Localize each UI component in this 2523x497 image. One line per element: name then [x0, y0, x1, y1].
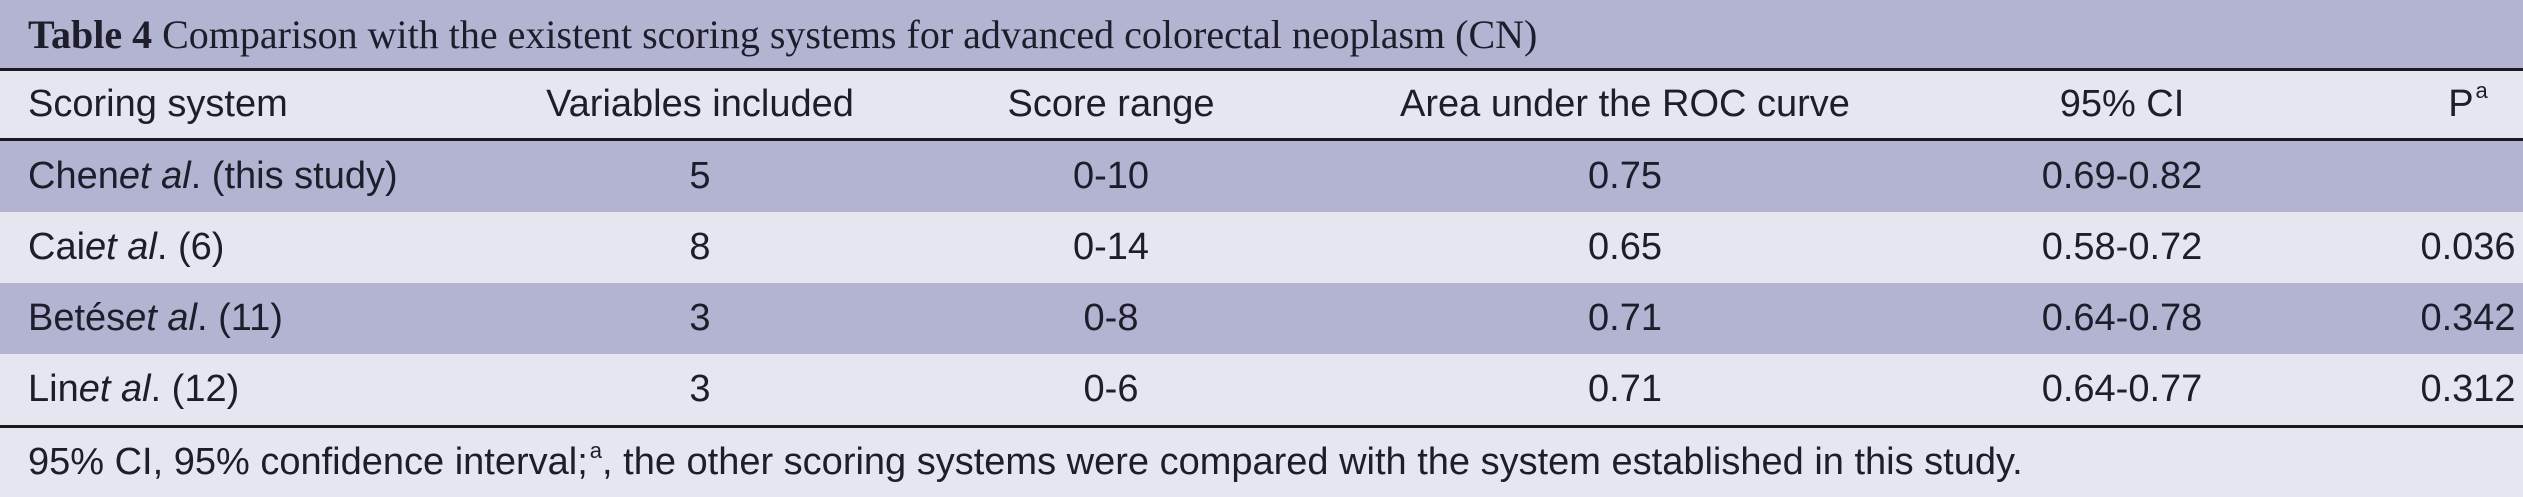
- cell-score-range: 0-8: [1083, 297, 1139, 339]
- footnote-text-end: , the other scoring systems were compare…: [602, 441, 2023, 483]
- cell-p: 0.342: [2420, 297, 2516, 339]
- cell-score-range: 0-6: [1083, 368, 1139, 410]
- header-p-superscript: a: [2475, 77, 2488, 103]
- header-row: Scoring system Variables included Score …: [0, 71, 2523, 138]
- footnote-text-start: 95% CI, 95% confidence interval;: [28, 441, 588, 483]
- table-footnote: 95% CI, 95% confidence interval; a, the …: [0, 428, 2523, 497]
- cell-scoring-system: Betés et al. (11): [28, 297, 283, 339]
- cell-ci: 0.58-0.72: [2041, 226, 2203, 268]
- cell-scoring-system: Lin et al. (12): [28, 368, 240, 410]
- header-scoring-system: Scoring system: [28, 83, 288, 125]
- header-score-range: Score range: [1007, 83, 1215, 125]
- bottom-rule: [0, 425, 2523, 428]
- cell-variables: 5: [689, 155, 711, 197]
- caption-label: Table 4: [28, 11, 153, 57]
- table-row: Betés et al. (11) 3 0-8 0.71 0.64-0.78 0…: [0, 283, 2523, 354]
- cell-ci: 0.69-0.82: [2041, 155, 2203, 197]
- header-p-label: P: [2448, 83, 2474, 125]
- footnote-superscript: a: [589, 437, 603, 463]
- cell-scoring-system: Cai et al. (6): [28, 226, 225, 268]
- header-rule: [0, 138, 2523, 141]
- header-auc: Area under the ROC curve: [1400, 83, 1850, 125]
- cell-p: 0.312: [2420, 368, 2516, 410]
- cell-auc: 0.75: [1588, 155, 1662, 197]
- header-variables-included: Variables included: [546, 83, 854, 125]
- table-row: Chen et al. (this study) 5 0-10 0.75 0.6…: [0, 141, 2523, 212]
- cell-p: 0.036: [2420, 226, 2516, 268]
- cell-score-range: 0-10: [1072, 155, 1150, 197]
- cell-ci: 0.64-0.77: [2041, 368, 2203, 410]
- cell-p: [2268, 141, 2523, 212]
- cell-variables: 3: [689, 368, 711, 410]
- header-ci: 95% CI: [2059, 83, 2185, 125]
- cell-auc: 0.71: [1588, 297, 1662, 339]
- caption-text: Comparison with the existent scoring sys…: [162, 11, 1538, 57]
- cell-ci: 0.64-0.78: [2041, 297, 2203, 339]
- cell-scoring-system: Chen et al. (this study): [28, 155, 398, 197]
- cell-auc: 0.65: [1588, 226, 1662, 268]
- top-rule: [0, 68, 2523, 71]
- table-row: Cai et al. (6) 8 0-14 0.65 0.58-0.72 0.0…: [0, 212, 2523, 283]
- cell-variables: 8: [689, 226, 711, 268]
- cell-variables: 3: [689, 297, 711, 339]
- table-row: Lin et al. (12) 3 0-6 0.71 0.64-0.77 0.3…: [0, 354, 2523, 425]
- cell-score-range: 0-14: [1072, 226, 1150, 268]
- table-caption: Table 4 Comparison with the existent sco…: [0, 0, 2523, 68]
- cell-auc: 0.71: [1588, 368, 1662, 410]
